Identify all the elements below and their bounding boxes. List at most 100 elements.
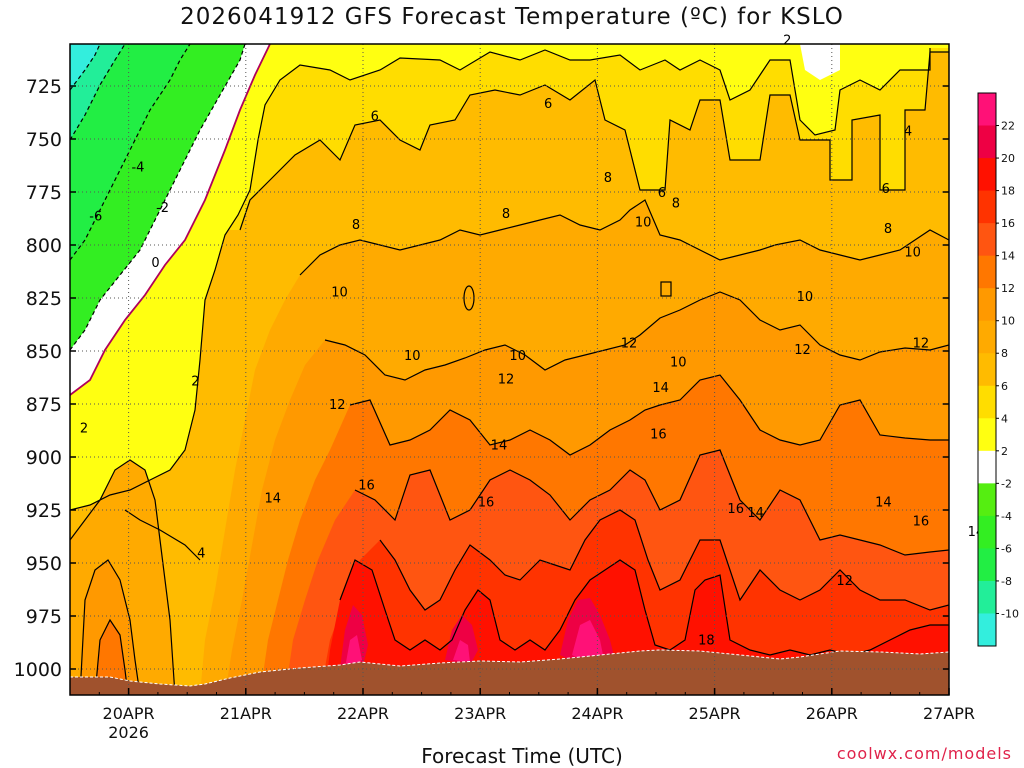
contour-label: 4 <box>904 125 912 140</box>
colorbar-segment <box>978 548 996 582</box>
contour-label: 8 <box>352 218 360 233</box>
contour-neg2 <box>70 44 246 351</box>
colorbar-segment <box>978 255 996 289</box>
contour-label: 16 <box>358 479 375 494</box>
contour-16 <box>339 559 949 656</box>
colorbar-segment <box>978 93 996 127</box>
contour-label: 18 <box>698 633 715 648</box>
contour-8 <box>324 291 949 381</box>
contour-6 <box>299 199 949 276</box>
contour-14 <box>379 509 949 611</box>
contour-4 <box>124 51 949 561</box>
colorbar-segment <box>978 190 996 224</box>
x-axis-label: Forecast Time (UTC) <box>421 744 623 768</box>
contour-label: 10 <box>904 245 921 260</box>
contour-label: -2 <box>156 201 169 216</box>
x-tick-label: 27APR <box>923 704 975 723</box>
contour-label: 14 <box>875 496 892 511</box>
contour-label: 14 <box>264 491 281 506</box>
contour-neg4 <box>70 44 191 261</box>
y-tick-label: 1000 <box>14 659 62 681</box>
colorbar-tick-label: 6 <box>1001 380 1008 393</box>
contour-label: 10 <box>797 290 814 305</box>
contour-10 <box>349 374 949 456</box>
y-tick-label: 950 <box>26 553 62 575</box>
colorbar-tick-label: 4 <box>1001 412 1008 425</box>
contour-label: 12 <box>836 574 853 589</box>
y-tick-label: 900 <box>26 447 62 469</box>
colorbar-tick-label: -4 <box>1001 510 1012 523</box>
contour-label: 16 <box>650 428 667 443</box>
contour-label: -6 <box>89 209 102 224</box>
band-green-dark <box>70 44 190 260</box>
y-tick-label: 975 <box>26 606 62 628</box>
contour-lines <box>70 44 949 695</box>
y-tick-label: 800 <box>26 235 62 257</box>
colorbar-frame <box>977 92 997 647</box>
contour-label: 8 <box>672 197 680 212</box>
contour-labels: -6-4-20224662466688888810101010101010121… <box>80 33 998 648</box>
colorbar-tick-label: -6 <box>1001 542 1012 555</box>
contour-2 <box>70 48 931 511</box>
contour-label: 12 <box>621 337 638 352</box>
colorbar-tick-label: 10 <box>1001 315 1015 328</box>
colorbar-segment <box>978 580 996 614</box>
contour-label: -4 <box>131 161 144 176</box>
contour-label: 12 <box>498 373 515 388</box>
terrain <box>69 649 950 696</box>
colorbar-segment <box>978 450 996 484</box>
contour-label: 14 <box>652 381 669 396</box>
x-tick-label: 23APR <box>454 704 506 723</box>
chart-title: 2026041912 GFS Forecast Temperature (ºC)… <box>180 4 844 30</box>
colorbar-segment <box>978 223 996 257</box>
colorbar-tick-label: -2 <box>1001 477 1012 490</box>
band-left-warmest <box>95 620 128 695</box>
contour-label: 12 <box>794 343 811 358</box>
colorbar-segment <box>978 353 996 387</box>
contour-neg6 <box>70 44 126 141</box>
colorbar-tick-label: 2 <box>1001 445 1008 458</box>
contour-label: 12 <box>913 337 930 352</box>
x-tick-label: 21APR <box>220 704 272 723</box>
contour-zero <box>70 44 271 396</box>
contour-label: 16 <box>478 496 495 511</box>
contour-label: 10 <box>635 216 652 231</box>
contour-label: 14 <box>747 506 764 521</box>
colorbar-tick-label: 14 <box>1001 250 1015 263</box>
contour-label: 16 <box>727 502 744 517</box>
contour-label: 0 <box>151 256 159 271</box>
colorbar-tick-label: -8 <box>1001 575 1012 588</box>
colorbar: 22 20 18 16 14 12 10 8 6 4 2 -2 -4 -6 -8 -10 <box>977 92 1019 647</box>
colorbar-tick-label: 18 <box>1001 185 1015 198</box>
contour-label: 8 <box>502 207 510 222</box>
contour-label: 8 <box>604 171 612 186</box>
colorbar-segment <box>978 158 996 192</box>
contour-left <box>70 459 176 695</box>
y-tick-label: 875 <box>26 394 62 416</box>
small-contour-box <box>660 281 672 297</box>
contour-label: 2 <box>191 375 199 390</box>
colorbar-segment <box>978 385 996 419</box>
colorbar-segment <box>978 418 996 452</box>
contour-neg8 <box>70 44 101 91</box>
colorbar-tick-label: 8 <box>1001 347 1008 360</box>
contour-label: 6 <box>658 186 666 201</box>
x-tick-label: 22APR <box>337 704 389 723</box>
y-tick-label: 825 <box>26 288 62 310</box>
band-cyan <box>70 44 100 90</box>
colorbar-tick-label: 22 <box>1001 120 1015 133</box>
band-white-top <box>800 44 840 80</box>
contour-label: 6 <box>544 97 552 112</box>
contour-label: 4 <box>197 546 205 561</box>
colorbar-segment <box>978 125 996 159</box>
contour-label: 10 <box>670 356 687 371</box>
y-tick-label: 850 <box>26 341 62 363</box>
contour-label: 8 <box>884 222 892 237</box>
colorbar-tick-label: -10 <box>1001 607 1019 620</box>
contour-label: 6 <box>371 110 379 125</box>
credit-text: coolwx.com/models <box>836 744 1012 763</box>
colorbar-segment <box>978 288 996 322</box>
y-axis: 725 750 775 800 825 850 875 900 925 950 975 1000 <box>14 76 949 681</box>
